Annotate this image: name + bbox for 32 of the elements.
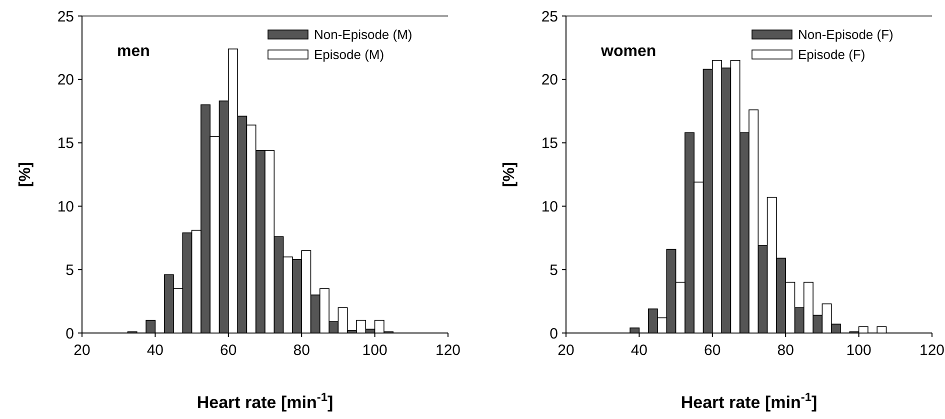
y-tick-label: 25: [57, 8, 74, 26]
x-tick-label: 40: [630, 342, 648, 359]
y-tick-label: 20: [541, 72, 558, 89]
legend-label: Episode (M): [314, 47, 384, 62]
y-tick-label: 5: [550, 262, 558, 279]
y-tick-label: 10: [541, 198, 558, 216]
y-tick-label: 0: [66, 325, 74, 342]
y-tick-label: 15: [57, 135, 74, 152]
x-tick-label: 80: [777, 342, 794, 359]
y-axis-title: [%]: [501, 162, 518, 187]
x-tick-label: 100: [362, 342, 388, 359]
x-tick-label: 60: [704, 342, 721, 359]
legend-label: Episode (F): [798, 47, 866, 62]
y-axis-title: [%]: [17, 162, 34, 187]
text: women: [600, 43, 656, 60]
text: men: [117, 43, 150, 60]
x-tick-label: 80: [293, 342, 310, 359]
legend-label: Non-Episode (M): [314, 27, 412, 42]
x-axis-title: Heart rate [min$^{-1}$]: [680, 390, 818, 412]
x-tick-label: 100: [846, 342, 872, 359]
legend-label: Non-Episode (F): [798, 27, 894, 42]
x-tick-label: 60: [220, 342, 237, 359]
y-tick-label: 5: [66, 262, 74, 279]
x-axis-title: Heart rate [min$^{-1}$]: [196, 390, 334, 412]
y-tick-label: 25: [541, 8, 558, 26]
x-tick-label: 40: [146, 342, 164, 359]
y-tick-label: 20: [57, 72, 74, 89]
x-tick-label: 120: [919, 342, 945, 359]
y-tick-label: 10: [57, 198, 74, 216]
y-tick-label: 0: [550, 325, 558, 342]
x-tick-label: 120: [435, 342, 461, 359]
y-tick-label: 15: [541, 135, 558, 152]
